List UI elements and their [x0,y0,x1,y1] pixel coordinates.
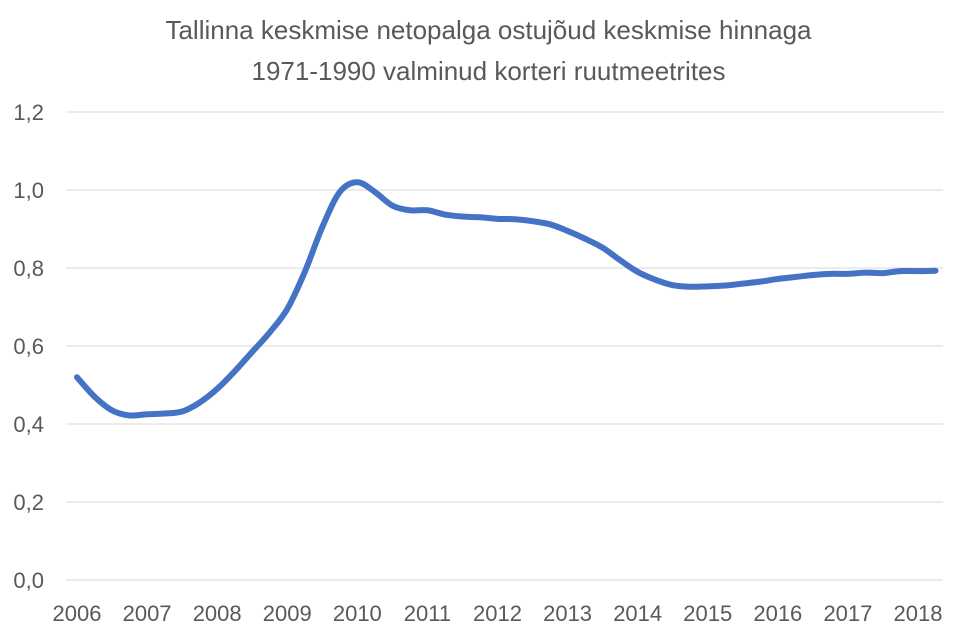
x-tick-label: 2018 [894,601,943,626]
y-tick-label: 0,6 [13,334,44,359]
y-tick-label: 1,0 [13,178,44,203]
x-axis-tick-labels: 2006 2007 2008 2009 2010 2011 2012 2013 2014 2015… [53,601,943,626]
x-tick-label: 2013 [543,601,592,626]
x-tick-label: 2007 [123,601,172,626]
x-tick-label: 2010 [333,601,382,626]
x-tick-label: 2016 [753,601,802,626]
gridlines [66,111,943,581]
x-tick-label: 2008 [193,601,242,626]
series-group [74,179,939,419]
x-tick-label: 2014 [613,601,662,626]
y-tick-label: 0,8 [13,256,44,281]
y-axis-tick-labels: 0,0 0,2 0,4 0,6 0,8 1,0 1,2 [13,100,44,593]
x-tick-label: 2012 [473,601,522,626]
chart-title-line-2: 1971-1990 valminud korteri ruutmeetrites [251,56,726,86]
x-tick-label: 2009 [263,601,312,626]
x-tick-label: 2017 [823,601,872,626]
x-tick-label: 2015 [683,601,732,626]
y-tick-label: 0,4 [13,412,44,437]
y-tick-label: 1,2 [13,100,44,125]
y-tick-label: 0,0 [13,568,44,593]
x-tick-label: 2011 [404,601,451,626]
chart-title-line-1: Tallinna keskmise netopalga ostujõud kes… [165,15,812,45]
series-line [74,179,939,419]
y-tick-label: 0,2 [13,490,44,515]
x-tick-label: 2006 [53,601,102,626]
